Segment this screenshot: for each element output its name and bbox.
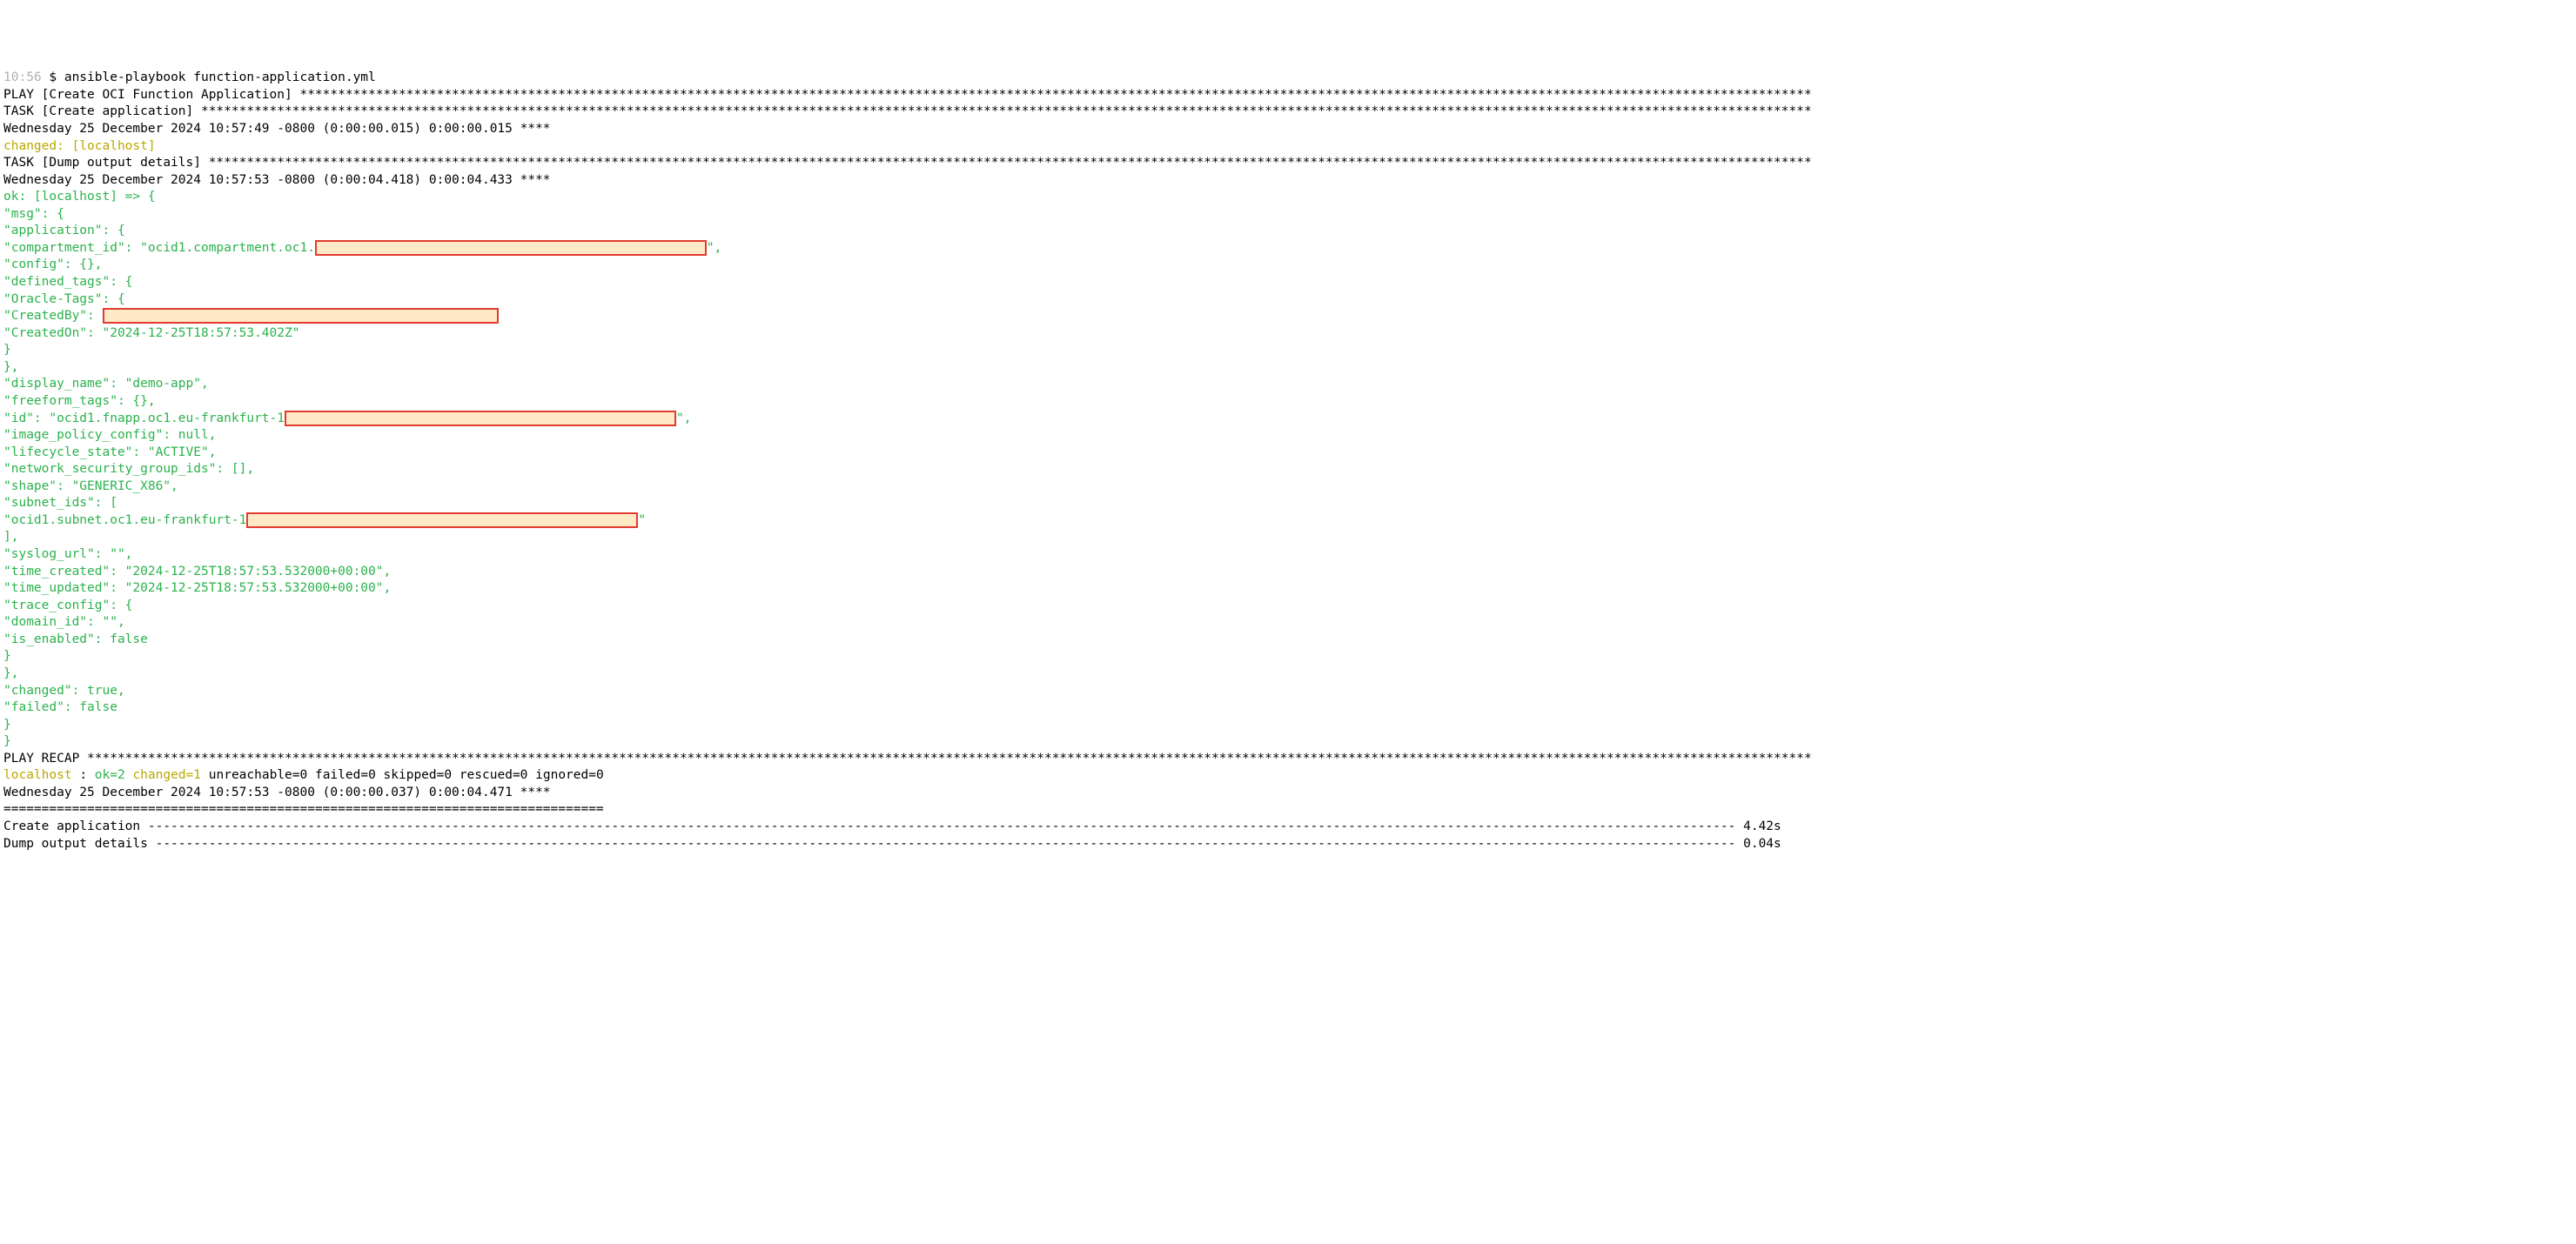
task2-timestamp: Wednesday 25 December 2024 10:57:53 -080… [3,173,551,187]
json-line: "image_policy_config": null, [3,428,216,442]
json-line: }, [3,360,18,374]
json-line: "is_enabled": false [3,632,148,646]
json-line: } [3,734,11,748]
json-line: "time_updated": "2024-12-25T18:57:53.532… [3,581,391,595]
timing-row-2: Dump output details --------------------… [3,837,1781,851]
recap-header: PLAY RECAP *****************************… [3,752,1812,766]
recap-host-line: localhost : ok=2 changed=1 unreachable=0… [3,767,2573,785]
json-line: "subnet_ids": [ [3,496,117,510]
compartment-line: "compartment_id": "ocid1.compartment.oc1… [3,240,2573,257]
timing-row-1: Create application ---------------------… [3,819,1781,833]
compartment-id-suffix: ", [707,241,721,255]
task1-header: TASK [Create application] **************… [3,104,1812,118]
json-line: "Oracle-Tags": { [3,292,125,306]
json-line: "domain_id": "", [3,615,125,629]
play-header: PLAY [Create OCI Function Application] *… [3,88,1812,102]
task2-header: TASK [Dump output details] *************… [3,156,1812,170]
json-line: "lifecycle_state": "ACTIVE", [3,445,216,459]
timing-row-1-line: Create application ---------------------… [3,819,2573,836]
task1-ts-line: Wednesday 25 December 2024 10:57:49 -080… [3,121,2573,138]
compartment-id-prefix: "compartment_id": "ocid1.compartment.oc1… [3,241,315,255]
json-line: "time_created": "2024-12-25T18:57:53.532… [3,565,391,579]
json-line: "freeform_tags": {}, [3,394,156,408]
json-line: } [3,343,11,357]
redacted-compartment [315,240,707,256]
json-line: "CreatedOn": "2024-12-25T18:57:53.402Z" [3,326,299,340]
subnet-line: "ocid1.subnet.oc1.eu-frankfurt-1 " [3,512,2573,530]
footer-separator: ========================================… [3,802,604,816]
id-suffix: ", [676,411,691,425]
task1-header-line: TASK [Create application] **************… [3,104,2573,121]
redacted-id [285,411,676,426]
json-line: } [3,649,11,663]
json-line: } [3,718,11,732]
task1-status-line: changed: [localhost] [3,138,2573,156]
play-header-line: PLAY [Create OCI Function Application] *… [3,87,2573,104]
footer-sep-line: ========================================… [3,801,2573,819]
redacted-createdby [103,308,499,324]
recap-rest: unreachable=0 failed=0 skipped=0 rescued… [209,768,604,782]
task2-header-line: TASK [Dump output details] *************… [3,155,2573,172]
json-line: ], [3,530,18,544]
json-line: "failed": false [3,700,117,714]
json-line: "trace_config": { [3,599,132,612]
json-line: "config": {}, [3,257,103,271]
subnet-suffix: " [638,513,646,527]
id-prefix: "id": "ocid1.fnapp.oc1.eu-frankfurt-1 [3,411,285,425]
timing-row-2-line: Dump output details --------------------… [3,836,2573,853]
task2-ts-line: Wednesday 25 December 2024 10:57:53 -080… [3,172,2573,190]
footer-ts-line: Wednesday 25 December 2024 10:57:53 -080… [3,785,2573,802]
task1-status: changed: [localhost] [3,139,156,153]
recap-ok: ok=2 [95,768,133,782]
task2-status-line: ok: [localhost] => { [3,189,2573,206]
footer-timestamp: Wednesday 25 December 2024 10:57:53 -080… [3,786,551,799]
recap-header-line: PLAY RECAP *****************************… [3,751,2573,768]
subnet-prefix: "ocid1.subnet.oc1.eu-frankfurt-1 [3,513,246,527]
redacted-subnet [246,512,638,528]
json-line: "defined_tags": { [3,275,132,289]
prompt-command: $ ansible-playbook function-application.… [49,70,375,84]
json-line: "display_name": "demo-app", [3,377,209,391]
createdby-line: "CreatedBy": [3,308,2573,325]
task2-status: ok: [localhost] => { [3,190,156,204]
recap-changed: changed=1 [132,768,208,782]
json-line: "syslog_url": "", [3,547,132,561]
json-line: }, [3,666,18,680]
json-line: "network_security_group_ids": [], [3,462,254,476]
recap-host: localhost [3,768,79,782]
prompt-line: 10:56 $ ansible-playbook function-applic… [3,70,2573,87]
json-line: "shape": "GENERIC_X86", [3,479,178,493]
json-line: "application": { [3,224,125,237]
prompt-time: 10:56 [3,70,49,84]
json-line: "changed": true, [3,684,125,698]
id-line: "id": "ocid1.fnapp.oc1.eu-frankfurt-1 ", [3,411,2573,428]
task1-timestamp: Wednesday 25 December 2024 10:57:49 -080… [3,122,551,136]
createdby-prefix: "CreatedBy": [3,309,103,323]
json-line: "msg": { [3,207,64,221]
